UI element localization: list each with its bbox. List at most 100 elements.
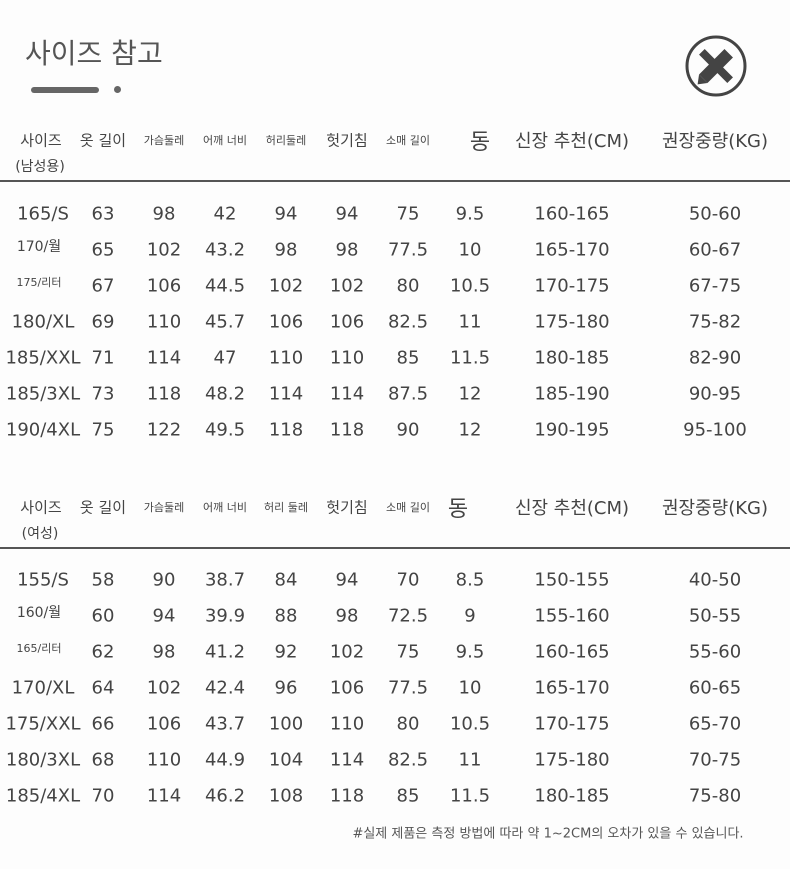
cell: 114 <box>146 347 182 369</box>
column-header: 가슴둘레 <box>143 501 185 514</box>
cell: 8.5 <box>455 569 485 591</box>
cell: 42 <box>213 203 237 225</box>
size-label: 155/S <box>17 569 69 591</box>
cell: 71 <box>91 347 115 369</box>
cell: 90 <box>152 569 176 591</box>
column-header: 허리둘레 <box>265 134 307 147</box>
column-header: 신장 추천(CM) <box>514 498 630 519</box>
cell: 114 <box>329 383 365 405</box>
cell: 180-185 <box>534 347 610 369</box>
cell: 67 <box>91 275 115 297</box>
cell: 102 <box>268 275 304 297</box>
cell: 98 <box>335 605 359 627</box>
cell: 70 <box>91 785 115 807</box>
cell: 94 <box>335 569 359 591</box>
cell: 43.2 <box>204 239 246 261</box>
cell: 108 <box>268 785 304 807</box>
size-label: 180/XL <box>11 311 75 333</box>
cell: 73 <box>91 383 115 405</box>
cell: 106 <box>146 275 182 297</box>
cell: 64 <box>91 677 115 699</box>
cell: 98 <box>335 239 359 261</box>
cell: 63 <box>91 203 115 225</box>
column-header: 소매 길이 <box>386 134 430 147</box>
title-bar <box>31 87 99 93</box>
cell: 68 <box>91 749 115 771</box>
cell: 50-55 <box>688 605 742 627</box>
column-header: 권장중량(KG) <box>661 131 769 152</box>
cell: 66 <box>91 713 115 735</box>
cell: 110 <box>268 347 304 369</box>
cell: 90 <box>396 419 420 441</box>
cell: 38.7 <box>204 569 246 591</box>
cell: 44.9 <box>204 749 246 771</box>
size-label: 165/S <box>17 203 69 225</box>
cell: 67-75 <box>688 275 742 297</box>
size-label: 160/월 <box>16 605 62 621</box>
cell: 106 <box>146 713 182 735</box>
cell: 94 <box>274 203 298 225</box>
cell: 80 <box>396 275 420 297</box>
cell: 60-65 <box>688 677 742 699</box>
cell: 47 <box>213 347 237 369</box>
cell: 45.7 <box>204 311 246 333</box>
cell: 98 <box>274 239 298 261</box>
cell: 49.5 <box>204 419 246 441</box>
cell: 160-165 <box>534 641 610 663</box>
column-header: 어깨 너비 <box>203 134 247 147</box>
cell: 62 <box>91 641 115 663</box>
cell: 72.5 <box>387 605 429 627</box>
cell: 75 <box>396 203 420 225</box>
table-subtitle: (남성용) <box>15 159 65 175</box>
cell: 155-160 <box>534 605 610 627</box>
cell: 94 <box>335 203 359 225</box>
column-header: 옷 길이 <box>79 498 127 517</box>
cell: 118 <box>329 419 365 441</box>
cell: 39.9 <box>204 605 246 627</box>
cell: 175-180 <box>534 311 610 333</box>
cell: 42.4 <box>204 677 246 699</box>
size-label: 165/리터 <box>16 642 62 655</box>
cell: 106 <box>268 311 304 333</box>
column-header: 가슴둘레 <box>143 134 185 147</box>
size-label: 180/3XL <box>5 749 81 771</box>
column-header: 헛기침 <box>326 498 368 517</box>
title-dot <box>114 86 121 93</box>
cell: 10.5 <box>449 275 491 297</box>
column-header: 어깨 너비 <box>203 501 247 514</box>
cell: 11 <box>458 311 482 333</box>
cell: 85 <box>396 785 420 807</box>
cell: 11.5 <box>449 347 491 369</box>
cell: 10 <box>458 677 482 699</box>
cell: 60-67 <box>688 239 742 261</box>
cell: 102 <box>146 677 182 699</box>
cell: 170-175 <box>534 713 610 735</box>
cell: 12 <box>458 383 482 405</box>
cell: 77.5 <box>387 677 429 699</box>
cell: 85 <box>396 347 420 369</box>
cell: 10 <box>458 239 482 261</box>
cell: 102 <box>329 275 365 297</box>
cell: 98 <box>152 203 176 225</box>
cell: 102 <box>329 641 365 663</box>
cell: 175-180 <box>534 749 610 771</box>
cell: 118 <box>329 785 365 807</box>
cell: 180-185 <box>534 785 610 807</box>
cell: 70-75 <box>688 749 742 771</box>
cell: 75-80 <box>688 785 742 807</box>
size-label: 175/리터 <box>16 276 62 289</box>
cell: 118 <box>146 383 182 405</box>
header-rule <box>0 180 790 182</box>
cell: 106 <box>329 677 365 699</box>
cell: 110 <box>146 311 182 333</box>
cell: 48.2 <box>204 383 246 405</box>
cell: 10.5 <box>449 713 491 735</box>
cell: 12 <box>458 419 482 441</box>
cell: 94 <box>152 605 176 627</box>
size-label: 185/4XL <box>5 785 81 807</box>
cell: 69 <box>91 311 115 333</box>
cell: 110 <box>329 713 365 735</box>
cell: 46.2 <box>204 785 246 807</box>
cell: 70 <box>396 569 420 591</box>
